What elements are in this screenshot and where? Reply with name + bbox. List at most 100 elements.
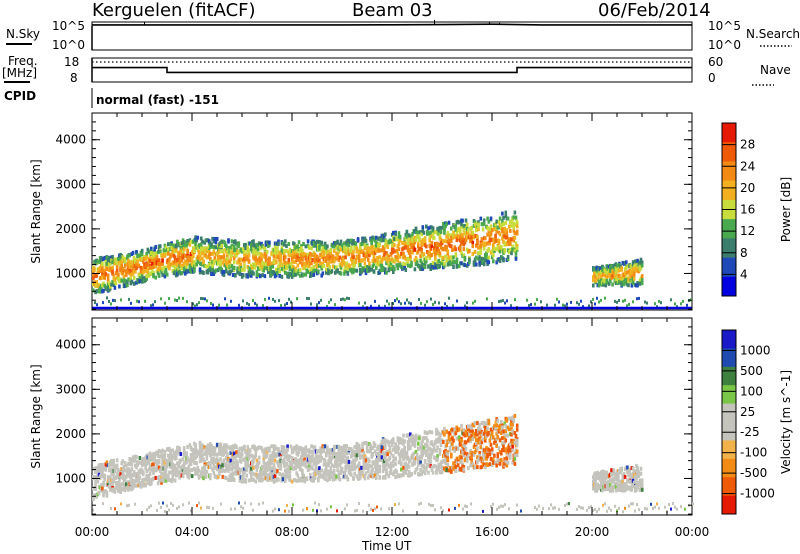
- velocity-cell: [389, 464, 393, 469]
- power-cell: [639, 265, 643, 270]
- power-cell: [261, 254, 264, 259]
- velocity-cell: [148, 464, 152, 469]
- velocity-cell: [187, 464, 191, 469]
- power-cell: [257, 241, 261, 246]
- power-cell: [246, 274, 250, 279]
- velocity-cell: [305, 448, 309, 453]
- velocity-cell: [272, 450, 276, 455]
- power-cell: [398, 254, 402, 259]
- power-cell: [479, 248, 483, 253]
- power-cell: [430, 240, 434, 245]
- velocity-cell: [217, 474, 220, 479]
- power-nearrange-cell: [388, 302, 390, 306]
- velocity-cell: [371, 452, 375, 457]
- velocity-cell: [426, 443, 429, 448]
- power-cell: [373, 250, 377, 255]
- power-cell: [115, 267, 119, 272]
- velocity-cell: [96, 479, 100, 484]
- power-cell: [459, 227, 462, 232]
- power-cell: [630, 273, 634, 278]
- velocity-cell: [362, 457, 366, 462]
- velocity-cell: [284, 478, 287, 483]
- power-cell: [309, 269, 312, 274]
- power-cell: [101, 272, 104, 277]
- velocity-cell: [126, 472, 129, 477]
- power-cell: [336, 239, 339, 244]
- power-cell: [365, 253, 369, 258]
- power-cell: [470, 225, 473, 230]
- velocity-cell: [410, 472, 413, 477]
- power-cell: [222, 272, 226, 277]
- velocity-cell: [231, 474, 235, 479]
- velocity-cell: [229, 458, 233, 463]
- velocity-cell: [179, 452, 183, 457]
- power-cell: [170, 243, 173, 248]
- power-cell: [163, 252, 167, 257]
- power-cell: [625, 260, 628, 265]
- power-nearrange-cell: [106, 296, 108, 300]
- nave-label: Nave: [760, 63, 791, 77]
- power-cell: [304, 263, 308, 268]
- velocity-cell: [130, 462, 134, 467]
- power-cell: [326, 244, 329, 249]
- power-cell: [411, 250, 414, 255]
- velocity-cell: [167, 473, 170, 478]
- velocity-cell: [227, 464, 230, 469]
- power-cell: [347, 243, 351, 248]
- power-cell: [494, 233, 497, 238]
- power-cell: [255, 261, 259, 266]
- power-cell: [434, 244, 437, 249]
- velocity-cell: [392, 437, 395, 442]
- velocity-cell: [250, 466, 253, 471]
- velocity-cell: [312, 478, 316, 483]
- velocity-cell: [154, 475, 158, 480]
- power-cell: [253, 265, 256, 270]
- power-cell: [301, 262, 304, 267]
- power-nearrange-cell: [154, 300, 156, 304]
- power-cell: [139, 269, 143, 274]
- nsearch-label: N.Search: [746, 27, 800, 41]
- power-cell: [630, 271, 634, 275]
- power-cell: [264, 253, 268, 258]
- power-cell: [455, 263, 459, 268]
- power-cell: [262, 262, 266, 267]
- velocity-cell: [340, 459, 344, 464]
- power-cell: [473, 222, 477, 227]
- velocity-cell: [347, 459, 351, 464]
- velocity-cell: [168, 455, 171, 460]
- velocity-cell: [331, 452, 335, 456]
- velocity-cell: [194, 467, 197, 472]
- velocity-cell: [205, 456, 209, 461]
- power-cell: [487, 260, 491, 265]
- power-cell: [454, 227, 458, 232]
- power-cell: [463, 263, 467, 268]
- velocity-cell: [221, 468, 225, 473]
- power-nearrange-cell: [624, 298, 626, 302]
- power-nearrange-cell: [262, 304, 264, 307]
- power-nearrange-cell: [224, 297, 226, 301]
- power-cell: [495, 260, 498, 265]
- power-cell: [164, 245, 168, 250]
- power-cell: [501, 219, 504, 224]
- velocity-cell: [189, 453, 193, 457]
- power-cell: [505, 242, 509, 247]
- power-cell: [397, 231, 401, 236]
- velocity-cell: [384, 442, 387, 447]
- velocity-cell: [257, 455, 261, 460]
- velocity-cell: [255, 458, 259, 463]
- power-cell: [401, 240, 404, 245]
- power-cell: [513, 210, 517, 215]
- power-cell: [318, 258, 321, 263]
- power-cell: [357, 254, 361, 259]
- power-cell: [411, 232, 414, 236]
- power-cell: [259, 265, 262, 270]
- power-nearrange-cell: [408, 301, 410, 305]
- power-cell: [270, 272, 273, 277]
- power-nearrange-cell: [318, 301, 320, 305]
- power-cell: [213, 256, 217, 261]
- power-cell: [289, 262, 293, 266]
- power-cell: [152, 273, 155, 277]
- velocity-cell: [415, 435, 419, 440]
- power-cell: [268, 256, 271, 261]
- velocity-cell: [144, 483, 147, 488]
